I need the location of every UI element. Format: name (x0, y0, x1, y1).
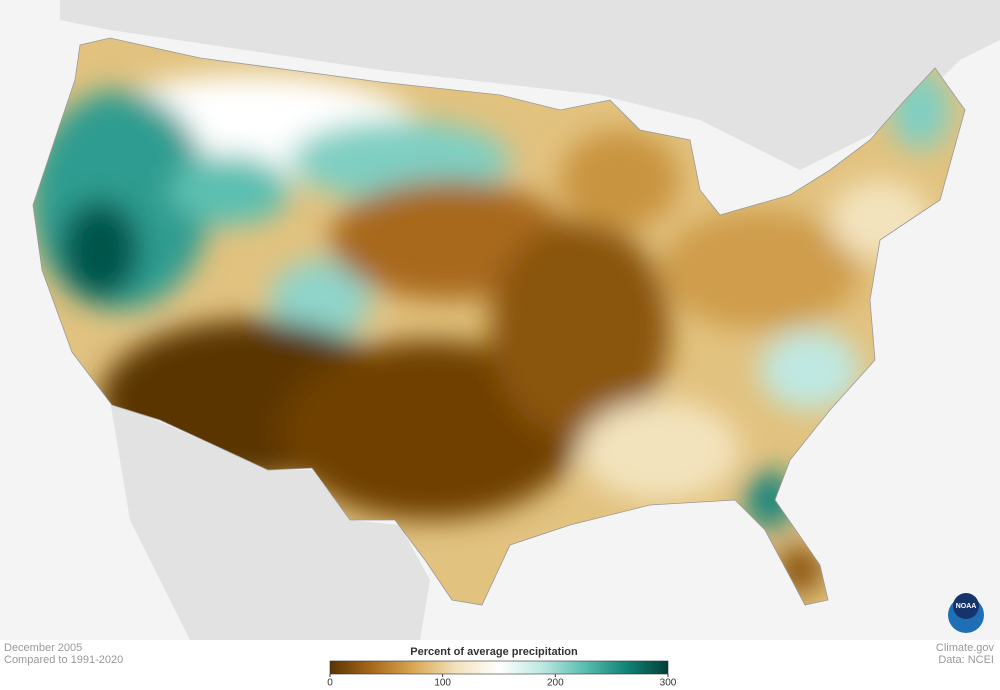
baseline: Compared to 1991-2020 (4, 654, 123, 666)
legend-tick-label: 0 (327, 678, 333, 689)
legend: 0 100 200 300 (327, 660, 677, 689)
legend-tick-label: 300 (660, 678, 677, 689)
legend-tick-label: 200 (547, 678, 564, 689)
canada (60, 0, 1000, 170)
legend-title: Percent of average precipitation (410, 646, 578, 658)
legend-tick-label: 100 (434, 678, 451, 689)
noaa-logo-top (953, 593, 979, 619)
color-bar (329, 660, 669, 675)
map: NOAA (0, 0, 1000, 640)
date: December 2005 (4, 642, 82, 654)
data-source: Data: NCEI (938, 654, 994, 666)
logo-text: NOAA (956, 603, 977, 610)
mexico (110, 400, 430, 640)
source: Climate.gov (936, 642, 995, 654)
